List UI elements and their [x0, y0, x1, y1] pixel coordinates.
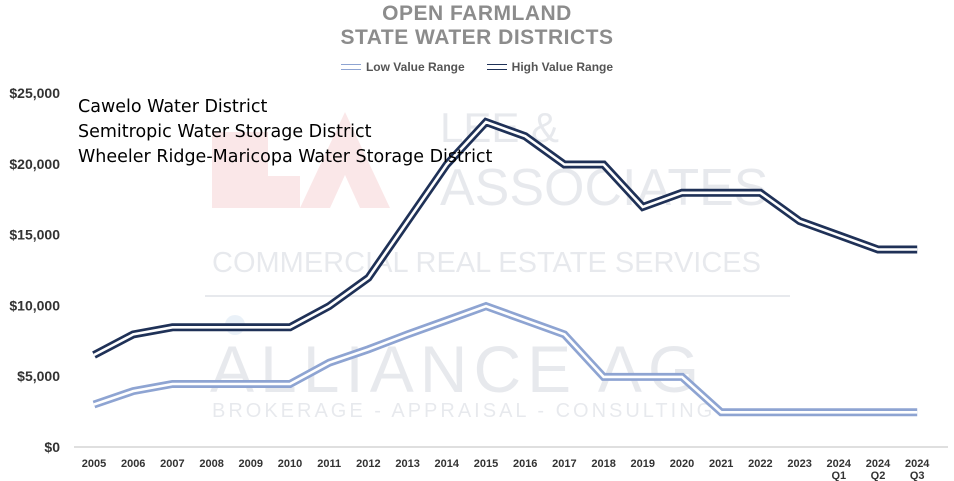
y-tick-label: $0 — [44, 439, 60, 455]
x-tick-label: 2012 — [356, 458, 380, 470]
series-high-value-range — [92, 117, 918, 359]
chart-title: OPEN FARMLAND STATE WATER DISTRICTS — [0, 2, 954, 50]
x-tick-label: 2005 — [82, 458, 106, 470]
watermark-tagline: COMMERCIAL REAL ESTATE SERVICES — [212, 247, 761, 279]
legend-label-low: Low Value Range — [365, 60, 465, 74]
x-tick-label: 2018 — [591, 458, 615, 470]
watermark: LEE & ASSOCIATES COMMERCIAL REAL ESTATE … — [205, 104, 790, 422]
y-tick-label: $10,000 — [9, 297, 60, 313]
x-tick-label: 2016 — [513, 458, 537, 470]
y-axis: $0 $5,000 $10,000 $15,000 $20,000 $25,000 — [9, 85, 60, 455]
watermark-logo-icon — [212, 112, 390, 208]
series-layer — [92, 117, 918, 417]
x-tick-label: 2019 — [631, 458, 655, 470]
y-tick-label: $15,000 — [9, 227, 60, 243]
x-tick-label: 2022 — [748, 458, 772, 470]
x-tick-label: 2020 — [670, 458, 694, 470]
x-tick-label: 2021 — [709, 458, 733, 470]
x-tick-label: 2011 — [317, 458, 341, 470]
x-tick-label: 2015 — [474, 458, 498, 470]
watermark-tagline-2: BROKERAGE - APPRAISAL - CONSULTING — [212, 400, 715, 422]
y-tick-label: $25,000 — [9, 85, 60, 101]
series-low-value-range — [92, 301, 918, 417]
series-line-inner — [93, 120, 918, 357]
legend: Low Value Range High Value Range — [0, 60, 954, 74]
x-tick-label: 2008 — [199, 458, 223, 470]
legend-item-high: High Value Range — [486, 60, 614, 74]
x-tick-label: 2024 Q1 — [827, 458, 852, 481]
x-tick-label: 2014 — [435, 458, 460, 470]
legend-swatch-low — [340, 64, 361, 70]
x-tick-label: 2024 Q3 — [905, 458, 930, 481]
legend-swatch-high — [486, 64, 507, 70]
y-tick-label: $20,000 — [9, 156, 60, 172]
chart-title-line-1: OPEN FARMLAND — [382, 2, 572, 25]
annotation-semitropic: Semitropic Water Storage District — [78, 122, 372, 142]
chart-title-line-2: STATE WATER DISTRICTS — [340, 26, 614, 49]
x-tick-label: 2006 — [121, 458, 145, 470]
legend-item-low: Low Value Range — [340, 60, 465, 74]
annotation-wheeler-ridge: Wheeler Ridge-Maricopa Water Storage Dis… — [78, 147, 493, 167]
x-tick-label: 2009 — [239, 458, 263, 470]
watermark-brand-3: ALLIANCE AG — [210, 332, 705, 406]
x-axis: 2005 2006 2007 2008 2009 2010 2011 2012 2013 2014… — [82, 458, 931, 481]
series-line-inner — [93, 304, 918, 414]
x-tick-label: 2007 — [160, 458, 184, 470]
legend-label-high: High Value Range — [511, 60, 614, 74]
x-tick-label: 2013 — [395, 458, 419, 470]
x-tick-label: 2024 Q2 — [866, 458, 891, 481]
y-tick-label: $5,000 — [17, 368, 60, 384]
annotation-cawelo: Cawelo Water District — [78, 97, 268, 117]
x-tick-label: 2017 — [552, 458, 576, 470]
x-tick-label: 2010 — [278, 458, 302, 470]
x-tick-label: 2023 — [787, 458, 811, 470]
district-annotations: Cawelo Water District Semitropic Water S… — [78, 95, 492, 170]
